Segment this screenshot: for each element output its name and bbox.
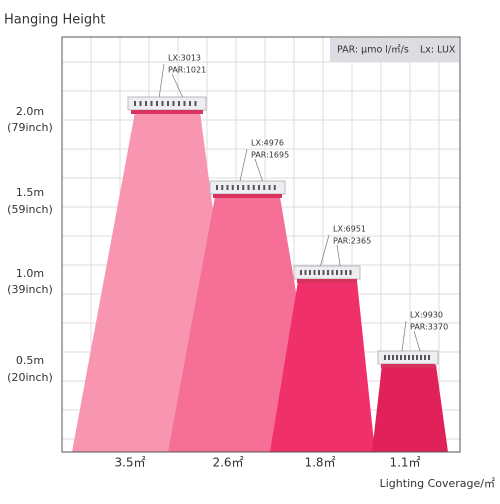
height-inch-label: (59inch): [7, 203, 53, 216]
lamp-led: [231, 185, 234, 190]
lamp-led: [161, 101, 164, 106]
lamp-led: [384, 355, 386, 360]
lamp-led: [194, 101, 197, 106]
par-label: PAR:2365: [333, 237, 371, 246]
lamp-led: [300, 270, 302, 275]
lamp-led: [237, 185, 239, 190]
label-pointer: [320, 234, 330, 267]
height-label: 1.0m: [16, 267, 44, 280]
height-label: 2.0m: [16, 105, 44, 118]
lamp-led: [345, 270, 347, 275]
lamp-led: [424, 355, 426, 360]
lamp-led: [313, 270, 316, 275]
height-inch-label: (20inch): [7, 371, 53, 384]
lamp-led: [396, 355, 398, 360]
lamp-led: [258, 185, 260, 190]
height-label: 1.5m: [16, 186, 44, 199]
legend-lx: Lx: LUX: [420, 45, 456, 56]
lamp-led: [167, 101, 169, 106]
lamp-led: [252, 185, 255, 190]
lamp-led: [273, 185, 276, 190]
lamp-led: [404, 355, 406, 360]
coverage-label: 3.5㎡: [114, 456, 145, 470]
x-axis-title: Lighting Coverage/㎡: [380, 477, 495, 490]
lamp-led: [408, 355, 410, 360]
lamp-led: [145, 101, 147, 106]
lamp-led: [178, 101, 180, 106]
lamp-base: [297, 279, 357, 283]
lamp-led: [134, 101, 136, 106]
label-pointer: [413, 330, 421, 352]
height-label: 0.5m: [16, 354, 44, 367]
lamp-base: [131, 110, 203, 114]
title: Hanging Height: [4, 13, 105, 28]
par-label: PAR:1021: [168, 66, 206, 75]
coverage-label: 1.1㎡: [389, 456, 420, 470]
light-cone: [372, 365, 448, 452]
lux-label: LX:6951: [333, 225, 366, 234]
cones: [72, 112, 448, 452]
lamp-base: [381, 364, 435, 368]
lamp-led: [139, 101, 142, 106]
lamp-led: [336, 270, 338, 275]
light-cone: [270, 281, 375, 452]
legend-box: [330, 38, 459, 62]
lamp-led: [416, 355, 418, 360]
label-pointer: [171, 73, 183, 98]
lamp-led: [331, 270, 334, 275]
lamp-led: [150, 101, 153, 106]
lux-label: LX:3013: [168, 54, 201, 63]
lamp-led: [392, 355, 394, 360]
par-label: PAR:1695: [251, 151, 289, 160]
lamp-led: [216, 185, 218, 190]
lamp-led: [318, 270, 320, 275]
label-pointer: [254, 158, 263, 182]
lamp-led: [183, 101, 186, 106]
lamp-led: [309, 270, 311, 275]
lamp-led: [420, 355, 422, 360]
lamp-led: [400, 355, 402, 360]
lux-label: LX:9930: [410, 311, 443, 320]
lamp-led: [247, 185, 250, 190]
lamp-base: [213, 194, 282, 198]
lamp-led: [221, 185, 224, 190]
lamp-led: [263, 185, 266, 190]
label-pointer: [401, 320, 407, 352]
lamp-led: [428, 355, 430, 360]
label-pointer: [158, 63, 165, 98]
lamp-led: [156, 101, 158, 106]
height-inch-label: (39inch): [7, 283, 53, 296]
lamp-led: [304, 270, 307, 275]
lamp-led: [226, 185, 229, 190]
lamp-led: [340, 270, 343, 275]
legend-par: PAR: μmo l/㎡/s: [337, 45, 409, 56]
lamp-led: [327, 270, 329, 275]
lamp-led: [268, 185, 271, 190]
coverage-label: 1.8㎡: [304, 456, 335, 470]
coverage-label: 2.6㎡: [212, 456, 243, 470]
label-pointer: [239, 148, 248, 182]
lamp-led: [189, 101, 191, 106]
lux-label: LX:4976: [251, 139, 284, 148]
lamp-led: [388, 355, 390, 360]
lamp-led: [322, 270, 325, 275]
label-pointer: [336, 244, 341, 267]
par-label: PAR:3370: [410, 323, 448, 332]
height-inch-label: (79inch): [7, 121, 53, 134]
lamp-led: [349, 270, 352, 275]
lamp-led: [412, 355, 414, 360]
lamp-led: [242, 185, 245, 190]
lamp-led: [172, 101, 175, 106]
plot-border: [61, 36, 461, 453]
